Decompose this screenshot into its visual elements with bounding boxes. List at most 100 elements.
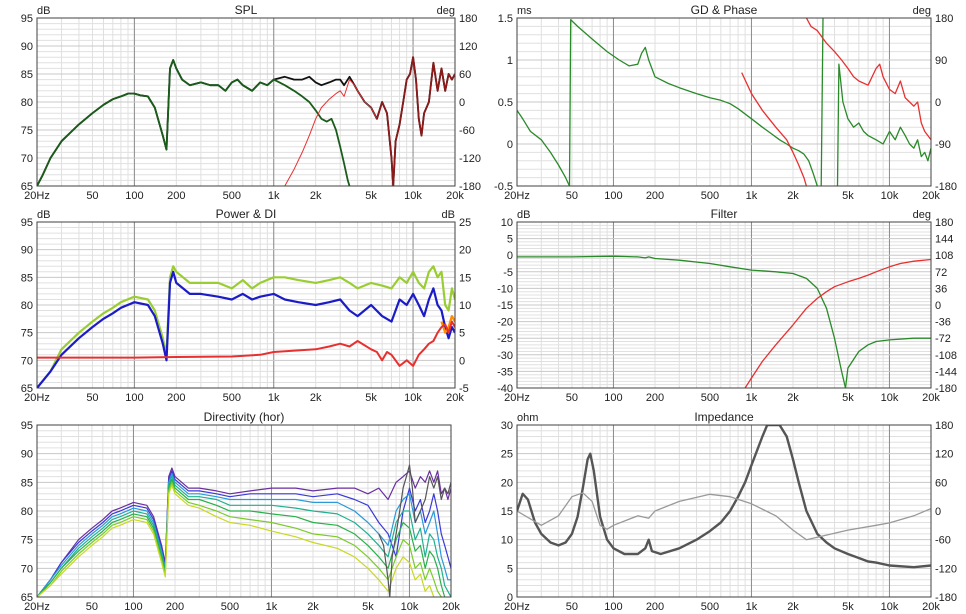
x-tick-label: 20Hz (24, 392, 50, 404)
left-unit-label: dB (37, 5, 50, 17)
y2-tick-label: 36 (935, 283, 947, 295)
y-tick-label: -0.5 (494, 181, 513, 193)
chart-title: Filter (711, 207, 738, 221)
plot-frame (516, 221, 932, 389)
right-unit-label: dB (442, 209, 455, 221)
plot-frame (36, 221, 456, 389)
x-tick-label: 50 (86, 190, 98, 202)
right-unit-label: deg (913, 5, 931, 17)
directivity-panel: Directivity (hor) 65 70 75 80 85 90 95 20Hz 50 100… (21, 410, 461, 613)
series-line-tweeter-phase (741, 72, 808, 186)
y-tick-label: 95 (21, 217, 33, 229)
x-tick-label: 50 (566, 190, 578, 202)
x-tick-label: 100 (604, 601, 622, 613)
y-tick-label: 85 (21, 272, 33, 284)
x-tick-label: 1k (268, 190, 280, 202)
series-group (517, 425, 931, 569)
y2-tick-label: 25 (459, 217, 471, 229)
y2-tick-label: 0 (459, 97, 465, 109)
x-tick-label: 10k (881, 190, 899, 202)
y-tick-label: 65 (21, 383, 33, 395)
y2-tick-label: -180 (935, 383, 957, 395)
left-unit-label: dB (37, 209, 50, 221)
series-line-woofer-gd (517, 110, 571, 186)
series-line-early-reflections (440, 315, 455, 334)
y-tick-label: 90 (21, 449, 33, 461)
x-tick-label: 20k (442, 601, 460, 613)
y2-tick-label: 120 (459, 41, 477, 53)
series-line-20-deg (37, 473, 451, 597)
y-tick-label: 0.5 (498, 97, 513, 109)
y-tick-label: -25 (497, 333, 513, 345)
y2-tick-label: -144 (935, 366, 957, 378)
y-tick-label: 70 (21, 153, 33, 165)
left-unit-label: ms (517, 5, 532, 17)
y-tick-label: 95 (21, 420, 33, 432)
y2-tick-label: 90 (935, 55, 947, 67)
x-tick-label: 500 (223, 392, 241, 404)
x-tick-label: 5k (842, 190, 854, 202)
spl-panel: SPL dB deg 65 70 75 80 85 90 95 -180 -120 -60 0 60 120 1… (21, 3, 481, 202)
x-tick-label: 100 (604, 392, 622, 404)
y2-tick-label: -90 (935, 139, 951, 151)
chart-title: Impedance (694, 410, 754, 424)
y-tick-label: 5 (507, 234, 513, 246)
y2-tick-label: -36 (935, 317, 951, 329)
x-tick-label: 20k (922, 190, 940, 202)
y2-tick-label: -180 (459, 181, 481, 193)
x-tick-label: 50 (566, 601, 578, 613)
y-tick-label: 80 (21, 506, 33, 518)
y-tick-label: -5 (503, 267, 513, 279)
x-tick-label: 2k (307, 601, 319, 613)
series-group (517, 18, 931, 186)
y2-tick-label: 0 (935, 97, 941, 109)
y-tick-label: 75 (21, 328, 33, 340)
y-tick-label: 75 (21, 125, 33, 137)
series-line-impedance-phase (517, 492, 931, 541)
y2-tick-label: 144 (935, 234, 953, 246)
y2-tick-label: -180 (935, 181, 957, 193)
y2-tick-label: 0 (935, 300, 941, 312)
x-tick-label: 500 (701, 190, 719, 202)
chart-title: SPL (235, 3, 258, 17)
x-tick-label: 2k (310, 392, 322, 404)
x-tick-label: 100 (604, 190, 622, 202)
y-tick-label: 0 (507, 139, 513, 151)
series-line-30-deg (37, 476, 451, 597)
chart-title: Directivity (hor) (204, 410, 285, 424)
series-line-10-deg (37, 470, 451, 597)
y2-tick-label: 60 (935, 477, 947, 489)
y-tick-label: 10 (501, 217, 513, 229)
y2-tick-label: -72 (935, 333, 951, 345)
x-tick-label: 200 (646, 190, 664, 202)
x-tick-label: 200 (166, 601, 184, 613)
series-line-woofer-gd-4 (836, 63, 931, 186)
x-tick-label: 1k (266, 601, 278, 613)
series-line-di (37, 320, 455, 367)
x-tick-label: 5k (842, 392, 854, 404)
y-tick-label: 15 (501, 506, 513, 518)
x-tick-label: 2k (787, 601, 799, 613)
y2-tick-label: 60 (459, 69, 471, 81)
y2-tick-label: 0 (935, 506, 941, 518)
x-tick-label: 10k (404, 190, 422, 202)
series-line-tweeter-filter (744, 258, 931, 388)
x-tick-label: 5k (362, 601, 374, 613)
x-tick-label: 50 (86, 392, 98, 404)
x-tick-label: 200 (646, 392, 664, 404)
y2-tick-label: 120 (935, 449, 953, 461)
y-tick-label: -20 (497, 317, 513, 329)
power-di-panel: Power & DI dB dB 65 70 75 80 85 90 95 -5 0 5 10 15 20 25… (21, 207, 472, 404)
y2-tick-label: 180 (459, 13, 477, 25)
y-tick-label: 90 (21, 41, 33, 53)
plot-frame (36, 17, 456, 187)
series-line-50-deg (37, 481, 442, 597)
x-tick-label: 2k (787, 392, 799, 404)
y-tick-label: 95 (21, 13, 33, 25)
y-tick-label: 90 (21, 245, 33, 257)
y-tick-label: -35 (497, 366, 513, 378)
series-line-woofer-gd-3 (820, 18, 824, 186)
y-tick-label: -10 (497, 283, 513, 295)
chart-title: Power & DI (216, 207, 277, 221)
